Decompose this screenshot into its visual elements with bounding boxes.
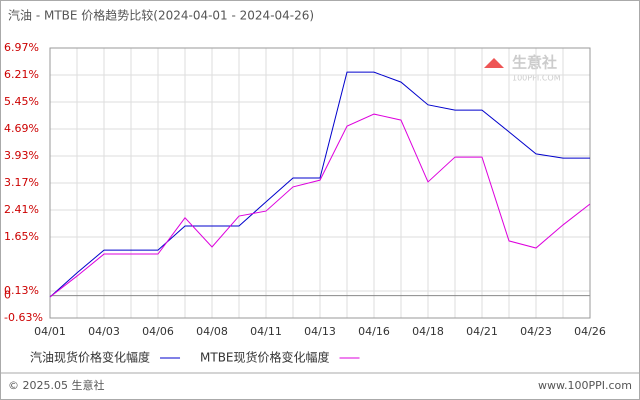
x-tick-label: 04/18 xyxy=(412,325,444,338)
y-tick-label: 2.41% xyxy=(4,203,39,216)
y-tick-label: 1.65% xyxy=(4,230,39,243)
x-tick-label: 04/06 xyxy=(142,325,174,338)
series-line xyxy=(49,113,591,298)
y-tick-label: 6.21% xyxy=(4,68,39,81)
x-tick-label: 04/08 xyxy=(196,325,228,338)
y-tick-label: -0.63% xyxy=(4,311,43,324)
y-tick-label: 5.45% xyxy=(4,95,39,108)
y-tick-label: 0 xyxy=(4,289,11,302)
series-line xyxy=(49,71,590,298)
watermark: 生意社 xyxy=(512,54,557,72)
y-tick-label: 6.97% xyxy=(4,41,39,54)
x-tick-label: 04/21 xyxy=(466,325,498,338)
y-tick-label: 0.13% xyxy=(4,284,39,297)
footer-right: www.100PPI.com xyxy=(538,379,632,392)
x-tick-label: 04/13 xyxy=(304,325,336,338)
x-tick-label: 04/01 xyxy=(34,325,66,338)
y-tick-label: 3.93% xyxy=(4,149,39,162)
plot-border xyxy=(49,47,591,319)
x-tick-label: 04/16 xyxy=(358,325,390,338)
y-tick-label: 3.17% xyxy=(4,176,39,189)
x-tick-label: 04/11 xyxy=(250,325,282,338)
y-tick-label: 4.69% xyxy=(4,122,39,135)
x-tick-label: 04/23 xyxy=(520,325,552,338)
legend-label: MTBE现货价格变化幅度 xyxy=(200,350,330,365)
x-tick-label: 04/03 xyxy=(88,325,120,338)
footer-left: © 2025.05 生意社 xyxy=(8,378,104,392)
logo-roof xyxy=(484,58,504,68)
legend-label: 汽油现货价格变化幅度 xyxy=(30,350,150,365)
chart-title: 汽油 - MTBE 价格趋势比较(2024-04-01 - 2024-04-26… xyxy=(8,8,314,23)
x-tick-label: 04/26 xyxy=(574,325,606,338)
